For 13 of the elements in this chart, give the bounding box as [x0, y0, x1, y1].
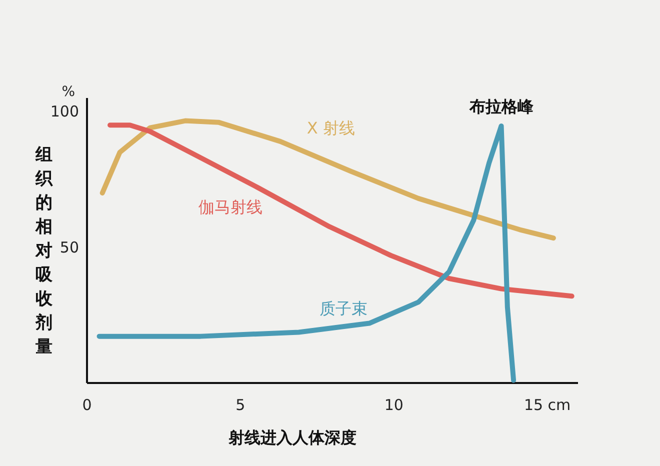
series-label: 伽马射线: [198, 198, 263, 217]
x-axis-title: 射线进入人体深度: [228, 428, 356, 447]
text: 组织的相对吸收剂量: [36, 145, 52, 357]
x-tick-label: 5: [236, 396, 246, 414]
text: %: [62, 84, 75, 100]
annotation: 布拉格峰: [468, 96, 534, 116]
x-tick-label: 0: [82, 396, 92, 414]
series-label: X 射线: [306, 118, 355, 138]
series-label: 质子束: [320, 299, 368, 318]
x-tick-label: 10: [384, 396, 404, 414]
x-tick-label: 15 cm: [524, 396, 571, 414]
y-tick-label: 50: [60, 238, 79, 256]
y-tick-label: 100: [50, 102, 79, 121]
